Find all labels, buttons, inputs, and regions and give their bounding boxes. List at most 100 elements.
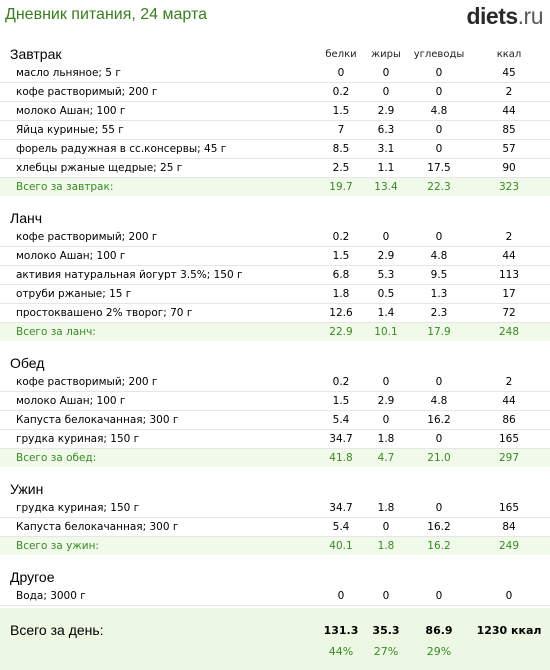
food-fat: 0.5 (377, 288, 395, 300)
food-kcal: 44 (502, 105, 516, 117)
food-name[interactable]: Вода; 3000 г (16, 590, 86, 602)
section-total-carbs: 21.0 (427, 452, 451, 464)
food-name[interactable]: молоко Ашан; 100 г (16, 395, 126, 407)
food-row[interactable]: кофе растворимый; 200 г 0.2 0 0 2 (0, 228, 550, 247)
food-row[interactable]: молоко Ашан; 100 г 1.5 2.9 4.8 44 (0, 102, 550, 121)
food-kcal: 90 (502, 162, 516, 174)
food-carbs: 16.2 (427, 414, 451, 426)
section-total-carbs: 16.2 (427, 540, 451, 552)
section-total-label: Всего за завтрак: (16, 181, 114, 193)
section-total-carbs: 17.9 (427, 326, 451, 338)
food-protein: 0.2 (332, 231, 350, 243)
food-row[interactable]: форель радужная в сс.консервы; 45 г 8.5 3.… (0, 140, 550, 159)
food-protein: 1.5 (332, 395, 350, 407)
food-name[interactable]: кофе растворимый; 200 г (16, 376, 158, 388)
food-name[interactable]: Капуста белокачанная; 300 г (16, 521, 179, 533)
food-name[interactable]: грудка куриная; 150 г (16, 502, 140, 514)
food-protein: 34.7 (329, 502, 353, 514)
food-row[interactable]: простоквашено 2% творог; 70 г 12.6 1.4 2.3 7… (0, 304, 550, 323)
food-carbs: 0 (435, 86, 443, 98)
food-fat: 2.9 (377, 395, 395, 407)
section-title: Ланч (10, 210, 42, 226)
column-header-fat: жиры (371, 49, 401, 60)
food-kcal: 44 (502, 395, 516, 407)
meal-section: Завтрак белки жиры углеводы ккал масло льняно… (0, 40, 550, 204)
food-kcal: 84 (502, 521, 516, 533)
food-carbs: 9.5 (430, 269, 448, 281)
food-carbs: 0 (435, 502, 443, 514)
food-carbs: 2.3 (430, 307, 448, 319)
food-kcal: 44 (502, 250, 516, 262)
section-total-fat: 10.1 (374, 326, 398, 338)
food-name[interactable]: Яйца куриные; 55 г (16, 124, 124, 136)
food-protein: 5.4 (332, 414, 350, 426)
section-total-row: Всего за завтрак: 19.7 13.4 22.3 323 (0, 178, 550, 196)
food-name[interactable]: отруби ржаные; 15 г (16, 288, 132, 300)
section-header: Другое (0, 563, 550, 587)
food-name[interactable]: кофе растворимый; 200 г (16, 86, 158, 98)
section-header: Обед (0, 349, 550, 373)
section-total-kcal: 249 (498, 540, 520, 552)
food-row[interactable]: хлебцы ржаные щедрые; 25 г 2.5 1.1 17.5 90 (0, 159, 550, 178)
food-kcal: 0 (505, 590, 513, 602)
food-kcal: 2 (505, 376, 513, 388)
food-protein: 2.5 (332, 162, 350, 174)
section-gap (0, 196, 550, 204)
day-fat-percent: 27% (373, 645, 399, 658)
food-row[interactable]: масло льняное; 5 г 0 0 0 45 (0, 64, 550, 83)
food-row[interactable]: грудка куриная; 150 г 34.7 1.8 0 165 (0, 430, 550, 449)
section-total-fat: 1.8 (377, 540, 395, 552)
food-name[interactable]: масло льняное; 5 г (16, 67, 121, 79)
food-row[interactable]: грудка куриная; 150 г 34.7 1.8 0 165 (0, 499, 550, 518)
food-protein: 0.2 (332, 376, 350, 388)
food-row[interactable]: Капуста белокачанная; 300 г 5.4 0 16.2 84 (0, 518, 550, 537)
food-carbs: 0 (435, 67, 443, 79)
food-kcal: 165 (498, 502, 520, 514)
site-logo[interactable]: diets.ru (466, 3, 543, 30)
food-name[interactable]: активия натуральная йогурт 3.5%; 150 г (16, 269, 243, 281)
food-name[interactable]: хлебцы ржаные щедрые; 25 г (16, 162, 183, 174)
food-row[interactable]: отруби ржаные; 15 г 1.8 0.5 1.3 17 (0, 285, 550, 304)
section-total-kcal: 297 (498, 452, 520, 464)
food-kcal: 2 (505, 231, 513, 243)
food-row[interactable]: Яйца куриные; 55 г 7 6.3 0 85 (0, 121, 550, 140)
food-name[interactable]: форель радужная в сс.консервы; 45 г (16, 143, 227, 155)
section-total-label: Всего за ужин: (16, 540, 99, 552)
column-header-protein: белки (325, 49, 357, 60)
food-kcal: 113 (498, 269, 520, 281)
food-name[interactable]: кофе растворимый; 200 г (16, 231, 158, 243)
food-name[interactable]: простоквашено 2% творог; 70 г (16, 307, 193, 319)
food-fat: 1.8 (377, 502, 395, 514)
food-row[interactable]: молоко Ашан; 100 г 1.5 2.9 4.8 44 (0, 392, 550, 411)
food-fat: 5.3 (377, 269, 395, 281)
food-protein: 0 (337, 590, 345, 602)
food-name[interactable]: молоко Ашан; 100 г (16, 250, 126, 262)
food-kcal: 57 (502, 143, 516, 155)
food-carbs: 0 (435, 433, 443, 445)
food-row[interactable]: Капуста белокачанная; 300 г 5.4 0 16.2 86 (0, 411, 550, 430)
food-carbs: 4.8 (430, 250, 448, 262)
section-total-kcal: 323 (498, 181, 520, 193)
food-carbs: 0 (435, 376, 443, 388)
food-fat: 0 (382, 376, 390, 388)
food-fat: 0 (382, 86, 390, 98)
food-row[interactable]: кофе растворимый; 200 г 0.2 0 0 2 (0, 373, 550, 392)
food-fat: 1.1 (377, 162, 395, 174)
food-name[interactable]: грудка куриная; 150 г (16, 433, 140, 445)
food-name[interactable]: молоко Ашан; 100 г (16, 105, 126, 117)
food-row[interactable]: Вода; 3000 г 0 0 0 0 (0, 587, 550, 606)
food-name[interactable]: Капуста белокачанная; 300 г (16, 414, 179, 426)
day-carbs-percent: 29% (426, 645, 452, 658)
food-kcal: 72 (502, 307, 516, 319)
meal-section: Обед кофе растворимый; 200 г 0.2 0 0 2 молоко … (0, 349, 550, 475)
food-kcal: 2 (505, 86, 513, 98)
food-row[interactable]: активия натуральная йогурт 3.5%; 150 г 6.… (0, 266, 550, 285)
food-fat: 2.9 (377, 250, 395, 262)
food-kcal: 17 (502, 288, 516, 300)
food-row[interactable]: молоко Ашан; 100 г 1.5 2.9 4.8 44 (0, 247, 550, 266)
section-total-kcal: 248 (498, 326, 520, 338)
meal-section: Ланч кофе растворимый; 200 г 0.2 0 0 2 молоко … (0, 204, 550, 349)
section-total-fat: 4.7 (377, 452, 395, 464)
food-row[interactable]: кофе растворимый; 200 г 0.2 0 0 2 (0, 83, 550, 102)
